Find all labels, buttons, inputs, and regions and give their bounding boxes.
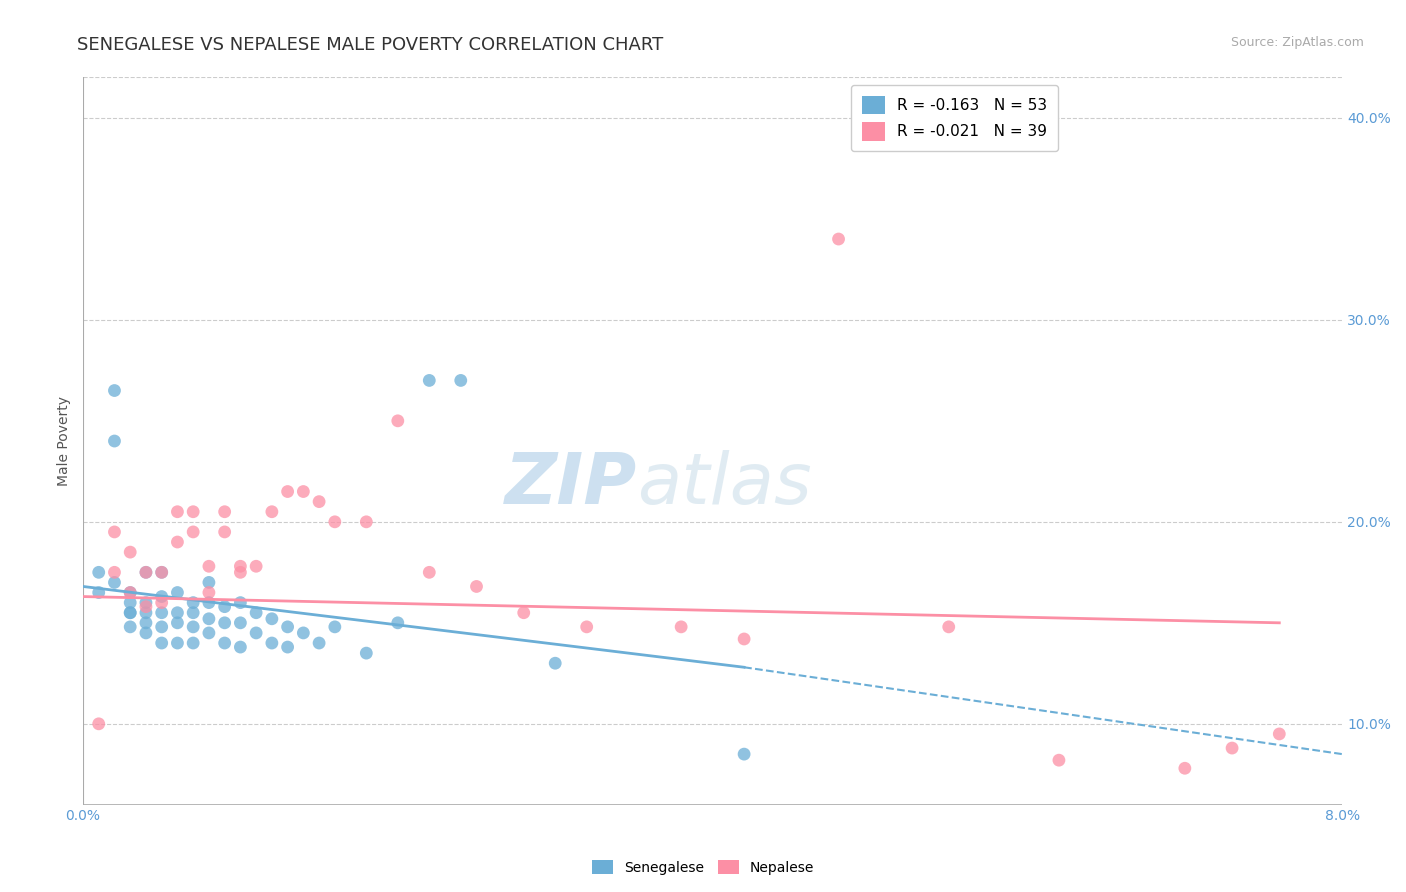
Point xyxy=(387,615,409,630)
Point xyxy=(181,596,204,610)
Point xyxy=(544,657,567,671)
Point xyxy=(229,566,252,580)
Point xyxy=(512,606,534,620)
Point xyxy=(308,494,330,508)
Point xyxy=(198,626,221,640)
Point xyxy=(1268,727,1291,741)
Text: atlas: atlas xyxy=(637,450,811,519)
Point xyxy=(166,636,188,650)
Point xyxy=(277,620,299,634)
Point xyxy=(575,620,598,634)
Point xyxy=(181,636,204,650)
Point xyxy=(150,566,173,580)
Point xyxy=(214,505,236,519)
Point xyxy=(1220,741,1243,756)
Point xyxy=(181,505,204,519)
Point xyxy=(387,414,409,428)
Point xyxy=(733,632,755,646)
Point xyxy=(938,620,960,634)
Point xyxy=(87,566,110,580)
Point xyxy=(87,716,110,731)
Point xyxy=(260,505,283,519)
Point xyxy=(87,585,110,599)
Point xyxy=(198,612,221,626)
Point xyxy=(120,620,142,634)
Point xyxy=(181,524,204,539)
Point xyxy=(323,515,346,529)
Point xyxy=(198,559,221,574)
Point xyxy=(198,575,221,590)
Point xyxy=(277,484,299,499)
Point xyxy=(150,566,173,580)
Point xyxy=(827,232,849,246)
Point xyxy=(103,524,125,539)
Point xyxy=(356,515,378,529)
Point xyxy=(166,606,188,620)
Point xyxy=(214,599,236,614)
Point xyxy=(260,612,283,626)
Point xyxy=(245,559,267,574)
Point xyxy=(292,626,315,640)
Text: SENEGALESE VS NEPALESE MALE POVERTY CORRELATION CHART: SENEGALESE VS NEPALESE MALE POVERTY CORR… xyxy=(77,36,664,54)
Point xyxy=(669,620,692,634)
Point xyxy=(733,747,755,761)
Point xyxy=(166,505,188,519)
Point xyxy=(450,373,472,387)
Point xyxy=(135,606,157,620)
Point xyxy=(1047,753,1070,767)
Point xyxy=(166,615,188,630)
Point xyxy=(120,545,142,559)
Point xyxy=(120,585,142,599)
Point xyxy=(260,636,283,650)
Point xyxy=(166,585,188,599)
Point xyxy=(229,596,252,610)
Point xyxy=(418,566,440,580)
Point xyxy=(135,566,157,580)
Point xyxy=(103,384,125,398)
Point xyxy=(135,566,157,580)
Point xyxy=(214,615,236,630)
Point xyxy=(198,596,221,610)
Text: Source: ZipAtlas.com: Source: ZipAtlas.com xyxy=(1230,36,1364,49)
Point xyxy=(245,606,267,620)
Point xyxy=(120,585,142,599)
Point xyxy=(198,585,221,599)
Point xyxy=(120,606,142,620)
Point xyxy=(229,640,252,654)
Point xyxy=(214,636,236,650)
Point xyxy=(356,646,378,660)
Point xyxy=(166,535,188,549)
Point xyxy=(229,559,252,574)
Point xyxy=(308,636,330,650)
Point xyxy=(181,606,204,620)
Point xyxy=(214,524,236,539)
Y-axis label: Male Poverty: Male Poverty xyxy=(58,396,72,486)
Point xyxy=(418,373,440,387)
Point xyxy=(323,620,346,634)
Point xyxy=(150,620,173,634)
Point xyxy=(135,626,157,640)
Point xyxy=(465,579,488,593)
Text: ZIP: ZIP xyxy=(505,450,637,519)
Point xyxy=(150,596,173,610)
Point xyxy=(181,620,204,634)
Point xyxy=(1174,761,1197,775)
Point xyxy=(135,596,157,610)
Point xyxy=(103,566,125,580)
Legend: R = -0.163   N = 53, R = -0.021   N = 39: R = -0.163 N = 53, R = -0.021 N = 39 xyxy=(851,85,1057,152)
Point xyxy=(103,575,125,590)
Point xyxy=(150,606,173,620)
Legend: Senegalese, Nepalese: Senegalese, Nepalese xyxy=(586,855,820,880)
Point xyxy=(103,434,125,448)
Point xyxy=(120,596,142,610)
Point xyxy=(245,626,267,640)
Point xyxy=(229,615,252,630)
Point xyxy=(135,615,157,630)
Point xyxy=(120,606,142,620)
Point xyxy=(292,484,315,499)
Point xyxy=(150,636,173,650)
Point xyxy=(150,590,173,604)
Point xyxy=(135,599,157,614)
Point xyxy=(277,640,299,654)
